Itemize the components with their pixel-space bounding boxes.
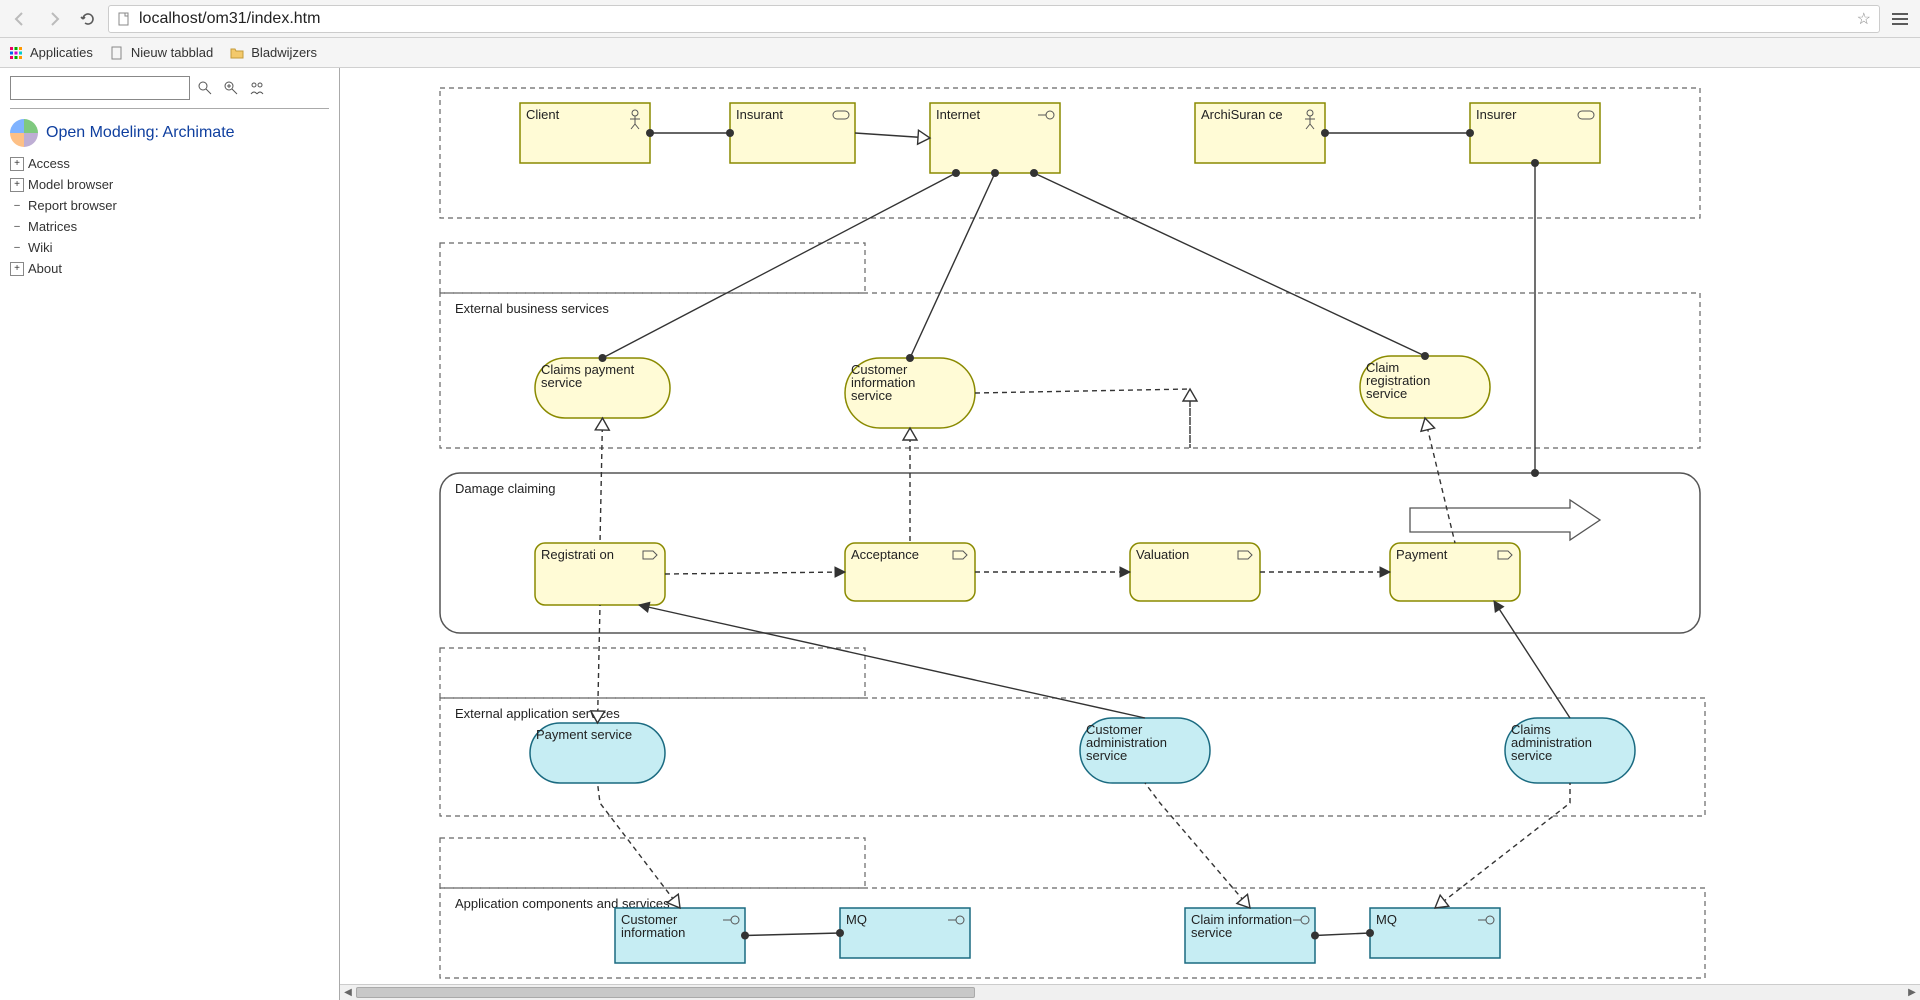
bookmark-label: Bladwijzers	[251, 45, 317, 60]
svg-text:service: service	[1191, 925, 1232, 940]
tree-item-label: Report browser	[28, 198, 117, 213]
svg-text:MQ: MQ	[1376, 912, 1397, 927]
tree-item-label: Wiki	[28, 240, 53, 255]
scroll-left-icon[interactable]: ◀	[340, 985, 356, 1000]
svg-text:Insurer: Insurer	[1476, 107, 1517, 122]
svg-text:service: service	[851, 388, 892, 403]
search-zoom-icon[interactable]	[220, 77, 242, 99]
back-button[interactable]	[6, 5, 34, 33]
horizontal-scrollbar[interactable]: ◀ ▶	[340, 984, 1920, 1000]
svg-text:Damage claiming: Damage claiming	[455, 481, 555, 496]
folder-icon	[229, 45, 245, 61]
svg-text:Payment service: Payment service	[536, 727, 632, 742]
search-row	[10, 76, 329, 109]
sidebar: Open Modeling: Archimate + Access + Model b…	[0, 68, 340, 1000]
tree-item-about[interactable]: + About	[10, 258, 329, 279]
svg-text:service: service	[541, 375, 582, 390]
tree-item-label: About	[28, 261, 62, 276]
browser-toolbar: localhost/om31/index.htm ☆	[0, 0, 1920, 38]
forward-button[interactable]	[40, 5, 68, 33]
svg-text:information: information	[621, 925, 685, 940]
apps-icon	[8, 45, 24, 61]
svg-text:Internet: Internet	[936, 107, 980, 122]
tree-item-label: Model browser	[28, 177, 113, 192]
tree-item-label: Matrices	[28, 219, 77, 234]
svg-text:Valuation: Valuation	[1136, 547, 1189, 562]
tree: +Access+Model browser–Report browser–Mat…	[10, 153, 329, 279]
bookmark-newtab[interactable]: Nieuw tabblad	[109, 45, 213, 61]
reload-button[interactable]	[74, 5, 102, 33]
expand-icon[interactable]: +	[10, 157, 24, 171]
svg-text:External business services: External business services	[455, 301, 609, 316]
tree-item-report-browser[interactable]: –Report browser	[10, 195, 329, 216]
svg-text:Registrati on: Registrati on	[541, 547, 614, 562]
expand-icon[interactable]: +	[10, 178, 24, 192]
root-label: Open Modeling: Archimate	[46, 124, 235, 142]
app-logo-icon	[10, 119, 38, 147]
url-text: localhost/om31/index.htm	[139, 10, 1849, 28]
tree-item-label: Access	[28, 156, 70, 171]
bookmark-apps[interactable]: Applicaties	[8, 45, 93, 61]
svg-text:MQ: MQ	[846, 912, 867, 927]
bookmark-star-icon[interactable]: ☆	[1857, 9, 1871, 29]
leaf-icon: –	[10, 220, 24, 234]
tree-item-model-browser[interactable]: + Model browser	[10, 174, 329, 195]
svg-text:Payment: Payment	[1396, 547, 1448, 562]
scroll-thumb[interactable]	[356, 987, 975, 998]
diagram-svg: External business servicesExternal appli…	[340, 68, 1900, 1000]
url-bar[interactable]: localhost/om31/index.htm ☆	[108, 5, 1880, 33]
tree-item-matrices[interactable]: –Matrices	[10, 216, 329, 237]
leaf-icon: –	[10, 199, 24, 213]
page-icon	[109, 45, 125, 61]
svg-text:Insurant: Insurant	[736, 107, 783, 122]
bookmark-label: Applicaties	[30, 45, 93, 60]
scroll-right-icon[interactable]: ▶	[1904, 985, 1920, 1000]
tree-item-wiki[interactable]: –Wiki	[10, 237, 329, 258]
search-input[interactable]	[10, 76, 190, 100]
svg-text:service: service	[1086, 748, 1127, 763]
svg-text:Client: Client	[526, 107, 560, 122]
diagram-canvas[interactable]: External business servicesExternal appli…	[340, 68, 1920, 1000]
page-icon	[117, 12, 131, 26]
svg-text:Acceptance: Acceptance	[851, 547, 919, 562]
svg-text:ArchiSuran ce: ArchiSuran ce	[1201, 107, 1283, 122]
tree-root[interactable]: Open Modeling: Archimate	[10, 119, 329, 147]
expand-icon[interactable]: +	[10, 262, 24, 276]
search-people-icon[interactable]	[246, 77, 268, 99]
svg-text:service: service	[1366, 386, 1407, 401]
bookmark-folder[interactable]: Bladwijzers	[229, 45, 317, 61]
search-icon[interactable]	[194, 77, 216, 99]
leaf-icon: –	[10, 241, 24, 255]
hamburger-menu[interactable]	[1886, 13, 1914, 25]
bookmark-bar: Applicaties Nieuw tabblad Bladwijzers	[0, 38, 1920, 68]
svg-text:service: service	[1511, 748, 1552, 763]
bookmark-label: Nieuw tabblad	[131, 45, 213, 60]
tree-item-access[interactable]: + Access	[10, 153, 329, 174]
